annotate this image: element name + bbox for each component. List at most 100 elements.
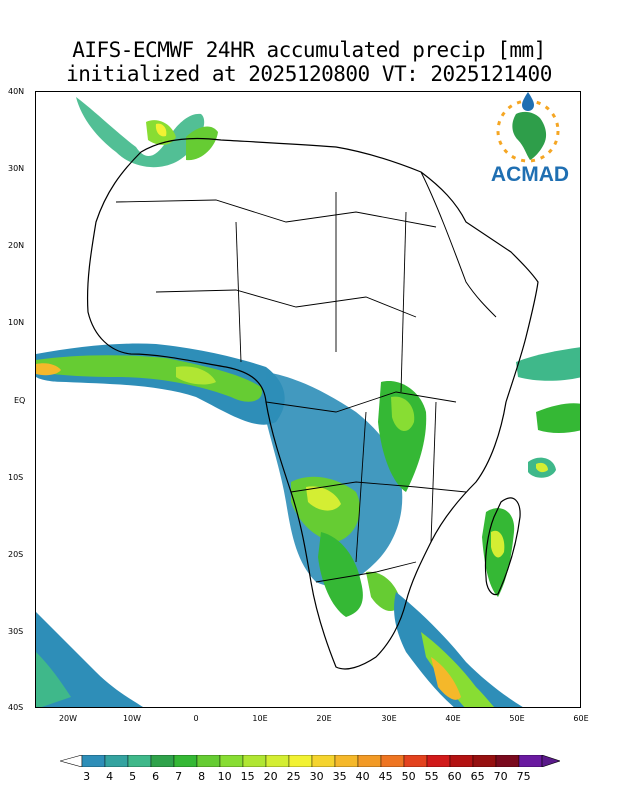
colorbar-swatch (150, 755, 175, 767)
colorbar-level-label: 65 (470, 770, 485, 783)
colorbar-level-label: 30 (309, 770, 324, 783)
colorbar-level-label: 8 (198, 770, 206, 783)
colorbar-level-label: 45 (378, 770, 393, 783)
colorbar-swatch (403, 755, 428, 767)
colorbar-swatch (426, 755, 451, 767)
colorbar-swatch (518, 755, 543, 767)
lat-label-20s: 20S (8, 550, 24, 559)
colorbar-level-label: 50 (401, 770, 416, 783)
lat-label-30n: 30N (8, 164, 25, 173)
precip-area (366, 571, 401, 612)
precip-colorbar (60, 755, 560, 767)
colorbar-swatch (380, 755, 405, 767)
precip-area (186, 126, 218, 161)
map-title-line2: initialized at 2025120800 VT: 2025121400 (66, 62, 552, 86)
colorbar-under-triangle (60, 755, 83, 767)
colorbar-swatch (173, 755, 198, 767)
precip-area (378, 381, 427, 492)
precip-area (318, 532, 363, 617)
lat-label-20n: 20N (8, 241, 25, 250)
colorbar-swatch (265, 755, 290, 767)
madagascar-coastline (484, 497, 521, 596)
colorbar-level-label: 75 (516, 770, 531, 783)
acmad-logo-text: ACMAD (490, 163, 570, 186)
colorbar-swatch (127, 755, 152, 767)
red-sea-coast (420, 171, 497, 318)
lat-label-30s: 30S (8, 627, 24, 636)
lon-label-30e: 30E (381, 714, 397, 723)
precip-area (176, 366, 216, 385)
precip-area (36, 612, 143, 707)
precip-area (76, 97, 205, 168)
precip-map (35, 91, 581, 708)
lon-label-20e: 20E (316, 714, 332, 723)
map-title-line1: AIFS-ECMWF 24HR accumulated precip [mm] (72, 38, 546, 62)
colorbar-swatch (242, 755, 267, 767)
colorbar-swatch (196, 755, 221, 767)
lat-label-10s: 10S (8, 473, 24, 482)
colorbar-swatch (104, 755, 129, 767)
country-borders (355, 411, 367, 563)
colorbar-level-label: 5 (129, 770, 137, 783)
lat-label-10n: 10N (8, 318, 25, 327)
precip-area (391, 396, 415, 432)
lon-label-50e: 50E (509, 714, 525, 723)
lon-label-40e: 40E (445, 714, 461, 723)
precip-area (36, 363, 61, 376)
lon-label-10w: 10W (122, 714, 142, 723)
precip-fields (36, 97, 580, 707)
precip-area (536, 403, 580, 433)
lat-label-40n: 40N (8, 87, 25, 96)
colorbar-level-label: 20 (263, 770, 278, 783)
colorbar-over-triangle (541, 755, 560, 767)
country-borders (400, 211, 407, 393)
map-canvas (36, 97, 580, 707)
colorbar-level-label: 35 (332, 770, 347, 783)
colorbar-level-label: 3 (83, 770, 91, 783)
lon-label-10e: 10E (252, 714, 268, 723)
precip-area (36, 355, 262, 402)
precip-area (431, 657, 461, 700)
precip-area (536, 462, 548, 473)
precip-area (491, 530, 505, 558)
precip-area (155, 123, 167, 137)
lat-label-40s: 40S (8, 703, 24, 712)
country-borders (430, 401, 437, 543)
colorbar-level-label: 70 (493, 770, 508, 783)
africa-icon (512, 111, 547, 160)
colorbar-swatch (334, 755, 359, 767)
lon-label-60e: 60E (573, 714, 589, 723)
lon-label-20w: 20W (58, 714, 78, 723)
colorbar-level-label: 10 (217, 770, 232, 783)
country-borders (155, 289, 417, 318)
colorbar-swatch (449, 755, 474, 767)
rain-drop-icon (522, 92, 534, 111)
colorbar-level-label: 6 (152, 770, 160, 783)
colorbar-swatch (495, 755, 520, 767)
colorbar-labels: 3 4 5 6 7 8 10 15 20 25 30 35 40 45 50 55 60 65 70 75 (0, 770, 618, 786)
colorbar-level-label: 60 (447, 770, 462, 783)
country-borders (235, 221, 242, 363)
country-borders (265, 391, 457, 413)
colorbar-swatch (472, 755, 497, 767)
precip-area (421, 632, 495, 707)
colorbar-swatch (357, 755, 382, 767)
precip-area (36, 652, 71, 707)
precip-area (306, 486, 341, 511)
lon-label-0: 0 (193, 714, 199, 723)
colorbar-swatch (219, 755, 244, 767)
colorbar-level-label: 25 (286, 770, 301, 783)
colorbar-swatch (288, 755, 313, 767)
country-borders (115, 199, 437, 228)
colorbar-level-label: 15 (240, 770, 255, 783)
coastlines (86, 137, 539, 670)
colorbar-level-label: 7 (175, 770, 183, 783)
acmad-logo (496, 92, 560, 163)
precip-area (394, 592, 523, 707)
colorbar-swatch (81, 755, 106, 767)
precip-area (516, 347, 580, 381)
colorbar-level-label: 4 (106, 770, 114, 783)
country-borders (315, 561, 417, 583)
colorbar-swatch (311, 755, 336, 767)
lat-label-eq: EQ (14, 396, 26, 405)
